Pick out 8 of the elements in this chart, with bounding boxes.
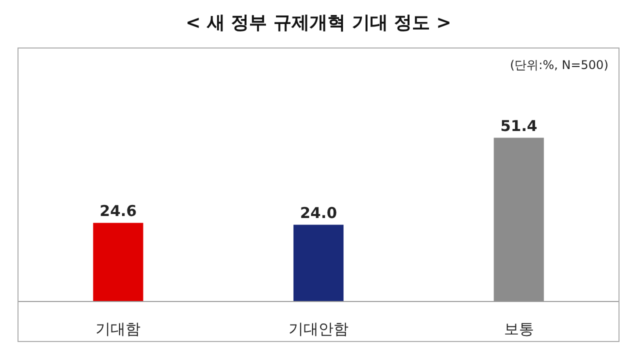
text: (단위:%, N=500) — [510, 58, 608, 72]
data-label: 51.4 — [500, 116, 538, 135]
x-tick-label: 보통 — [504, 320, 534, 338]
data-label: 24.0 — [300, 204, 338, 222]
x-tick-label: 기대안함 — [288, 320, 348, 338]
x-tick-label: 기대함 — [96, 320, 141, 338]
data-label: 24.6 — [100, 202, 137, 220]
chart-title: < 새 정부 규제개혁 기대 정도 > — [186, 12, 452, 34]
